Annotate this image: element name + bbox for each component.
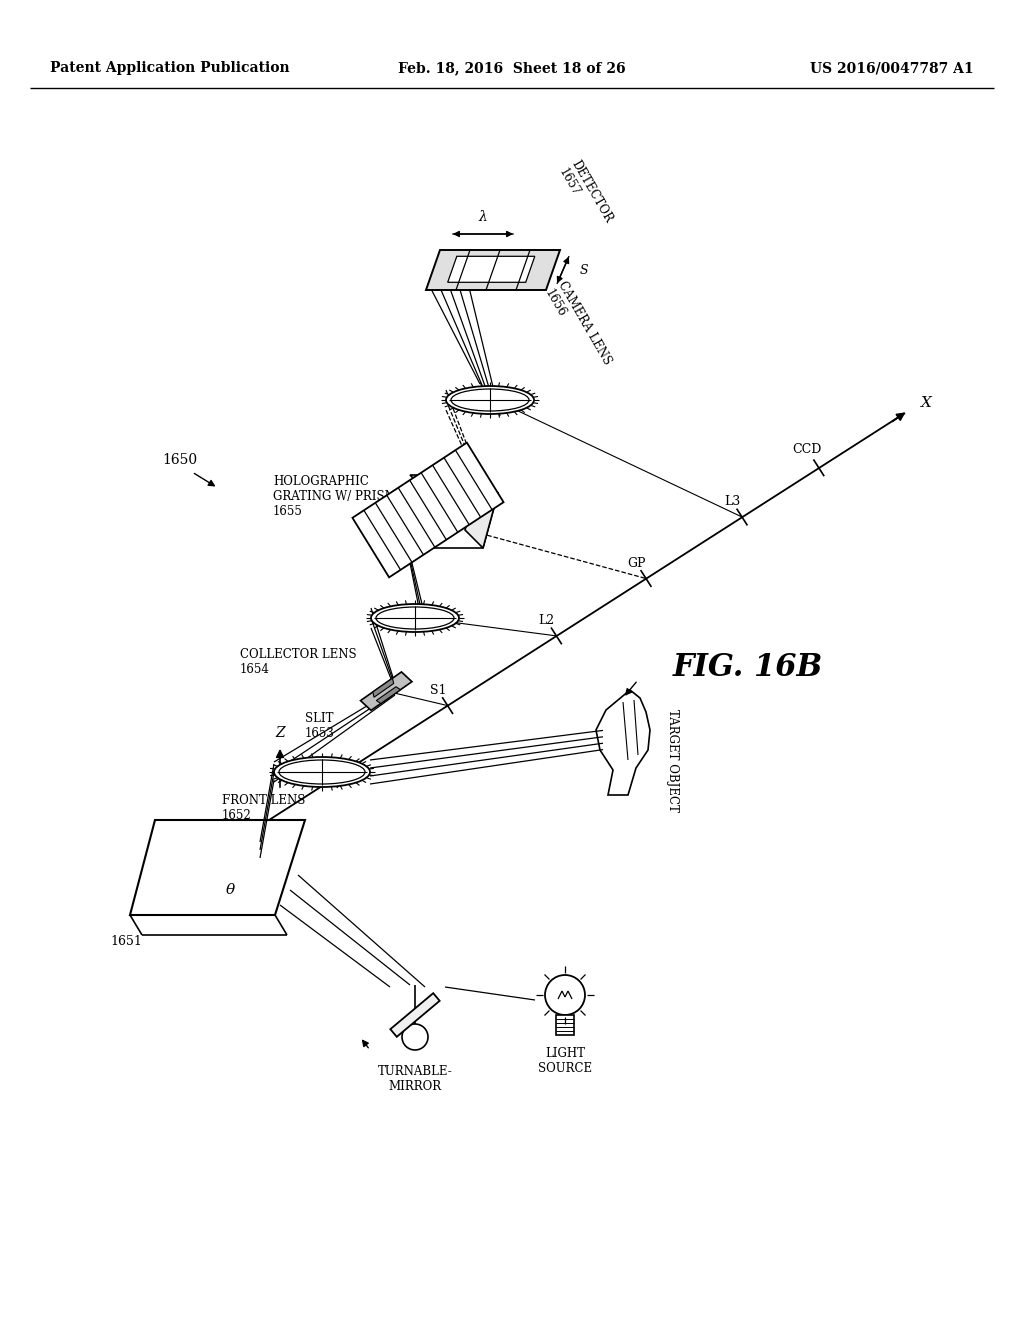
Polygon shape	[376, 686, 400, 704]
Text: X: X	[921, 396, 932, 409]
Text: ×: ×	[323, 764, 332, 774]
Text: Feb. 18, 2016  Sheet 18 of 26: Feb. 18, 2016 Sheet 18 of 26	[398, 61, 626, 75]
Polygon shape	[465, 475, 498, 548]
Text: S: S	[580, 264, 589, 276]
Text: |: |	[290, 760, 294, 771]
Polygon shape	[410, 475, 498, 492]
Text: L3: L3	[724, 495, 740, 508]
Ellipse shape	[371, 605, 459, 632]
Text: COLLECTOR LENS
1654: COLLECTOR LENS 1654	[240, 648, 356, 676]
Text: ×: ×	[416, 610, 425, 620]
Polygon shape	[352, 442, 504, 577]
Text: Patent Application Publication: Patent Application Publication	[50, 61, 290, 75]
Circle shape	[402, 1024, 428, 1049]
Text: 1650: 1650	[162, 453, 198, 467]
Polygon shape	[130, 820, 305, 915]
Text: S1: S1	[430, 684, 446, 697]
Text: θ: θ	[225, 883, 234, 898]
Polygon shape	[390, 993, 439, 1036]
Text: CCD: CCD	[793, 442, 821, 455]
Polygon shape	[426, 249, 560, 290]
Text: FRONT LENS
1652: FRONT LENS 1652	[222, 795, 305, 822]
Circle shape	[545, 975, 585, 1015]
Text: λ: λ	[478, 210, 487, 224]
Polygon shape	[360, 672, 412, 710]
Text: TARGET OBJECT: TARGET OBJECT	[667, 709, 680, 812]
Polygon shape	[447, 256, 535, 282]
Text: SLIT
1653: SLIT 1653	[305, 711, 335, 741]
Text: HOLOGRAPHIC
GRATING W/ PRISM
1655: HOLOGRAPHIC GRATING W/ PRISM 1655	[273, 475, 396, 517]
Bar	[556, 1015, 574, 1035]
Polygon shape	[413, 492, 498, 548]
Ellipse shape	[274, 756, 370, 787]
Text: ×: ×	[490, 392, 500, 403]
Text: L2: L2	[539, 614, 555, 627]
Text: Z: Z	[275, 726, 285, 741]
Text: 1651: 1651	[110, 935, 142, 948]
Text: US 2016/0047787 A1: US 2016/0047787 A1	[810, 61, 974, 75]
Text: TURNABLE-
MIRROR: TURNABLE- MIRROR	[378, 1065, 453, 1093]
Ellipse shape	[446, 385, 534, 414]
Polygon shape	[373, 678, 393, 697]
Text: L1: L1	[314, 758, 331, 771]
Text: LIGHT
SOURCE: LIGHT SOURCE	[538, 1047, 592, 1074]
Text: GP: GP	[627, 557, 645, 570]
Text: DETECTOR
1657: DETECTOR 1657	[556, 158, 615, 234]
Text: FIG. 16B: FIG. 16B	[673, 652, 823, 684]
Text: CAMERA LENS
1656: CAMERA LENS 1656	[542, 280, 613, 375]
